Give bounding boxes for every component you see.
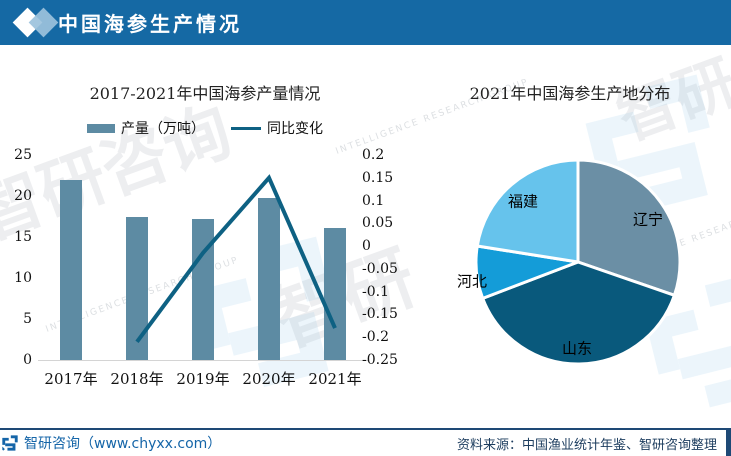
x-axis-label: 2018年 — [110, 370, 164, 388]
pie-label-liaoning: 辽宁 — [632, 210, 664, 229]
legend-bar-swatch-icon — [87, 123, 115, 133]
left-axis-tick: 10 — [14, 270, 32, 286]
footer-brand-text: 智研咨询（www.chyxx.com） — [24, 436, 222, 452]
page-title: 中国海参生产情况 — [58, 12, 242, 36]
diamond-blue-icon — [28, 7, 59, 38]
right-axis-tick: -0.05 — [362, 260, 398, 277]
left-axis-tick: 20 — [14, 188, 32, 204]
left-axis-tick: 5 — [23, 311, 32, 327]
legend-item-production: 产量（万吨） — [87, 118, 205, 138]
brand-diamonds-logo — [0, 0, 59, 45]
bar-2020年 — [258, 198, 280, 360]
right-axis-tick: -0.15 — [362, 306, 398, 323]
footer-logo-icon — [2, 435, 18, 451]
pie-label-shandong: 山东 — [561, 339, 593, 358]
right-axis-tick: 0.15 — [362, 169, 394, 186]
x-axis-label: 2021年 — [308, 370, 362, 388]
pie-label-hebei: 河北 — [456, 272, 488, 291]
left-axis-tick: 15 — [14, 229, 32, 245]
bar-2018年 — [126, 217, 148, 360]
bar-2021年 — [324, 227, 346, 360]
right-axis-tick: -0.2 — [362, 329, 389, 346]
x-axis-label: 2020年 — [242, 370, 296, 388]
pie-chart: 辽宁 山东 河北 福建 — [457, 157, 683, 367]
legend-item-yoy: 同比变化 — [231, 118, 323, 138]
bar-chart-legend: 产量（万吨） 同比变化 — [20, 118, 390, 138]
footer-divider — [0, 428, 731, 430]
bar-2017年 — [60, 179, 82, 360]
bar-chart-title: 2017-2021年中国海参产量情况 — [89, 84, 321, 103]
legend-line-swatch-icon — [231, 126, 261, 130]
left-axis-tick: 25 — [14, 147, 32, 163]
right-axis-tick: -0.1 — [362, 283, 389, 300]
x-axis-label: 2019年 — [176, 370, 230, 388]
pie-slice-福建 — [475, 158, 580, 264]
bar-chart-plot-area — [38, 155, 368, 361]
footer-brand: 智研咨询（www.chyxx.com） — [2, 433, 221, 453]
legend-label-yoy: 同比变化 — [267, 121, 323, 137]
left-axis-tick: 0 — [23, 352, 32, 368]
legend-label-production: 产量（万吨） — [121, 121, 205, 137]
bar-2019年 — [192, 218, 214, 360]
header-bar: 中国海参生产情况 — [0, 0, 731, 45]
yoy-line — [135, 174, 337, 343]
pie-svg — [474, 158, 682, 366]
footer-source-text: 资料来源：中国渔业统计年鉴、智研咨询整理 — [456, 438, 717, 453]
footer-edge-accent — [726, 428, 731, 456]
right-axis-tick: 0.05 — [362, 215, 394, 232]
x-axis-label: 2017年 — [44, 370, 98, 388]
right-axis-tick: 0.1 — [362, 192, 385, 209]
yoy-line-svg — [135, 174, 337, 343]
right-axis-tick: 0.2 — [362, 147, 385, 163]
pie-slice-辽宁 — [576, 158, 682, 297]
right-axis-tick: 0 — [362, 238, 371, 255]
pie-slice-山东 — [481, 260, 676, 366]
pie-chart-title: 2021年中国海参生产地分布 — [469, 84, 671, 103]
right-axis-tick: -0.25 — [362, 352, 398, 368]
pie-label-fujian: 福建 — [507, 192, 539, 211]
